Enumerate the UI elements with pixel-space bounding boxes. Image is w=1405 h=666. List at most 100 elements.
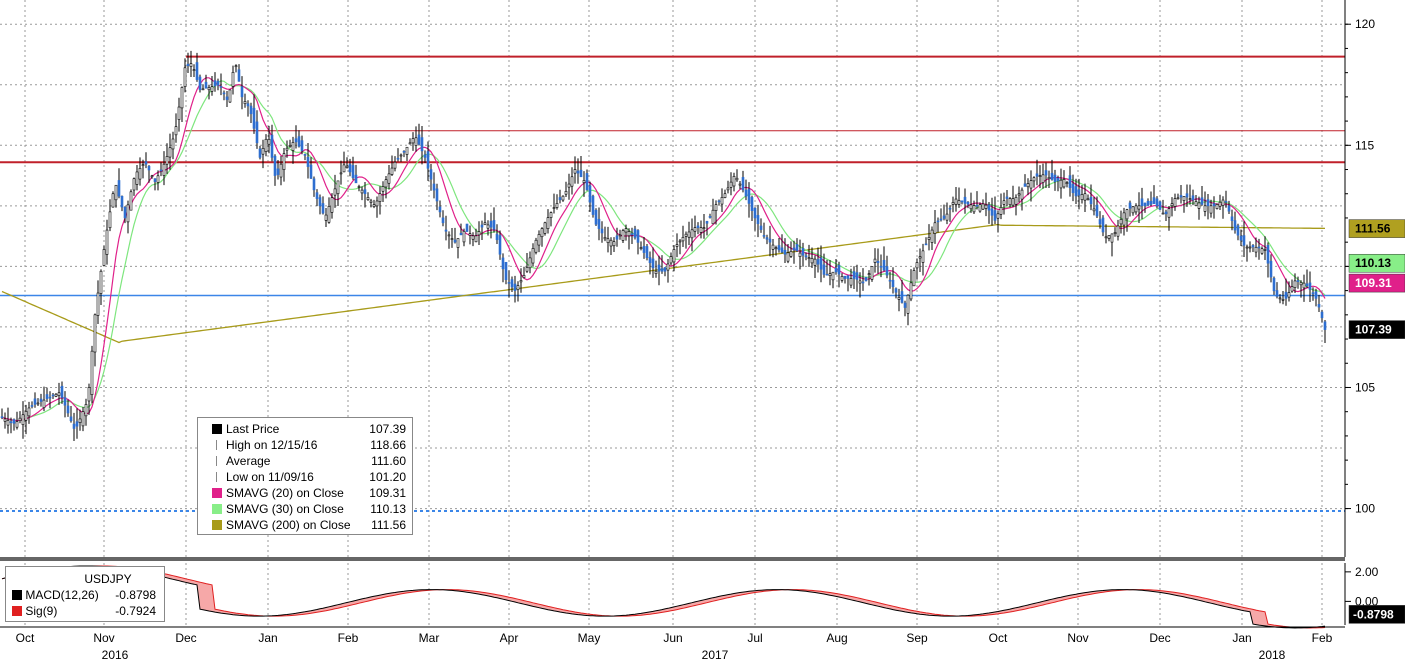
- x-tick-label: Nov: [1067, 631, 1088, 645]
- candle-body: [546, 217, 550, 229]
- candle-body: [456, 238, 460, 248]
- candle-body: [63, 397, 67, 406]
- candle-body: [150, 175, 154, 178]
- legend-value: 101.20: [369, 470, 406, 484]
- legend-row: SMAVG (30) on Close 110.13: [212, 501, 406, 517]
- value-tag-label: 111.56: [1355, 222, 1391, 236]
- candle-body: [1116, 225, 1120, 237]
- candle-body: [744, 189, 748, 197]
- candle-body: [966, 201, 970, 205]
- candle-body: [111, 193, 115, 208]
- panel-separator: [0, 557, 1345, 561]
- candle-body: [288, 145, 292, 147]
- candle-body: [210, 86, 214, 92]
- candle-body: [1044, 170, 1048, 176]
- candle-body: [678, 240, 682, 243]
- candle-body: [1158, 201, 1162, 210]
- candle-body: [1218, 201, 1222, 207]
- candle-body: [621, 230, 625, 241]
- candle-body: [1302, 282, 1306, 289]
- candle-body: [825, 273, 829, 276]
- candle-body: [33, 398, 37, 405]
- candle-body: [957, 200, 961, 205]
- legend-value: 107.39: [369, 422, 406, 436]
- candle-body: [981, 203, 985, 210]
- candle-body: [90, 350, 94, 395]
- candle-body: [1032, 177, 1036, 182]
- candle-body: [1146, 200, 1150, 206]
- candle-body: [1212, 203, 1216, 207]
- macd-legend-row: MACD(12,26) -0.8798: [12, 587, 160, 603]
- candle-body: [441, 217, 445, 224]
- candle-body: [1224, 200, 1228, 203]
- candle-body: [174, 126, 178, 136]
- candle-body: [909, 282, 913, 300]
- candle-body: [1185, 193, 1189, 198]
- candle-body: [999, 207, 1003, 215]
- candle-body: [123, 206, 127, 219]
- x-tick-label: Oct: [989, 631, 1008, 645]
- candle-body: [1011, 198, 1015, 206]
- macd-panel: 2.000.00-0.8798: [1, 563, 1405, 629]
- legend-row: High on 12/15/16 118.66: [212, 437, 406, 453]
- candle-body: [939, 218, 943, 221]
- candle-body: [3, 418, 7, 422]
- candle-body: [918, 256, 922, 259]
- candle-body: [51, 394, 55, 397]
- candle-body: [342, 164, 346, 173]
- candle-body: [315, 192, 319, 199]
- x-tick-label: Jul: [747, 631, 762, 645]
- candle-body: [876, 261, 880, 264]
- candle-body: [924, 243, 928, 246]
- candle-body: [552, 207, 556, 209]
- candle-body: [81, 411, 85, 427]
- candle-body: [1017, 193, 1021, 196]
- candle-body: [549, 212, 553, 218]
- candle-body: [15, 421, 19, 428]
- candle-body: [480, 224, 484, 228]
- candle-body: [216, 80, 220, 86]
- candle-body: [183, 67, 187, 87]
- candle-body: [972, 205, 976, 213]
- candle-body: [642, 246, 646, 253]
- candle-body: [252, 107, 256, 129]
- candle-body: [369, 200, 373, 203]
- candle-body: [1206, 199, 1210, 207]
- candle-body: [1311, 292, 1315, 294]
- candle-body: [1194, 201, 1198, 206]
- candle-body: [231, 72, 235, 87]
- candle-body: [540, 228, 544, 238]
- candle-body: [474, 235, 478, 243]
- candle-body: [1071, 183, 1075, 194]
- candle-body: [60, 385, 64, 398]
- candle-body: [735, 177, 739, 181]
- value-tag-box: [1348, 219, 1405, 238]
- candle-body: [330, 197, 334, 213]
- candle-body: [30, 405, 34, 407]
- candle-body: [135, 171, 139, 185]
- candle-body: [435, 188, 439, 202]
- candle-body: [651, 258, 655, 269]
- x-axis: Oct Nov Dec Jan Feb Mar Apr May Jun Jul Aug Sep Oct N…: [0, 626, 1345, 662]
- candle-body: [750, 197, 754, 211]
- candle-body: [291, 142, 295, 151]
- candle-body: [963, 196, 967, 204]
- candle-body: [810, 258, 814, 264]
- candle-body: [102, 249, 106, 266]
- legend-row: Low on 11/09/16 101.20: [212, 469, 406, 485]
- candle-body: [1323, 321, 1327, 330]
- candle-body: [699, 227, 703, 233]
- candle-body: [93, 314, 97, 353]
- candle-body: [1263, 249, 1267, 251]
- candle-body: [912, 270, 916, 287]
- candle-body: [168, 147, 172, 158]
- candle-body: [279, 163, 283, 178]
- candle-body: [681, 237, 685, 242]
- candle-body: [282, 153, 286, 170]
- candle-body: [1122, 212, 1126, 226]
- candle-body: [771, 244, 775, 250]
- y-tick-label: 100: [1355, 502, 1375, 516]
- price-legend: Last Price 107.39 High on 12/15/16 118.66 Av…: [197, 417, 413, 535]
- candle-body: [1077, 189, 1081, 196]
- candle-body: [39, 398, 43, 402]
